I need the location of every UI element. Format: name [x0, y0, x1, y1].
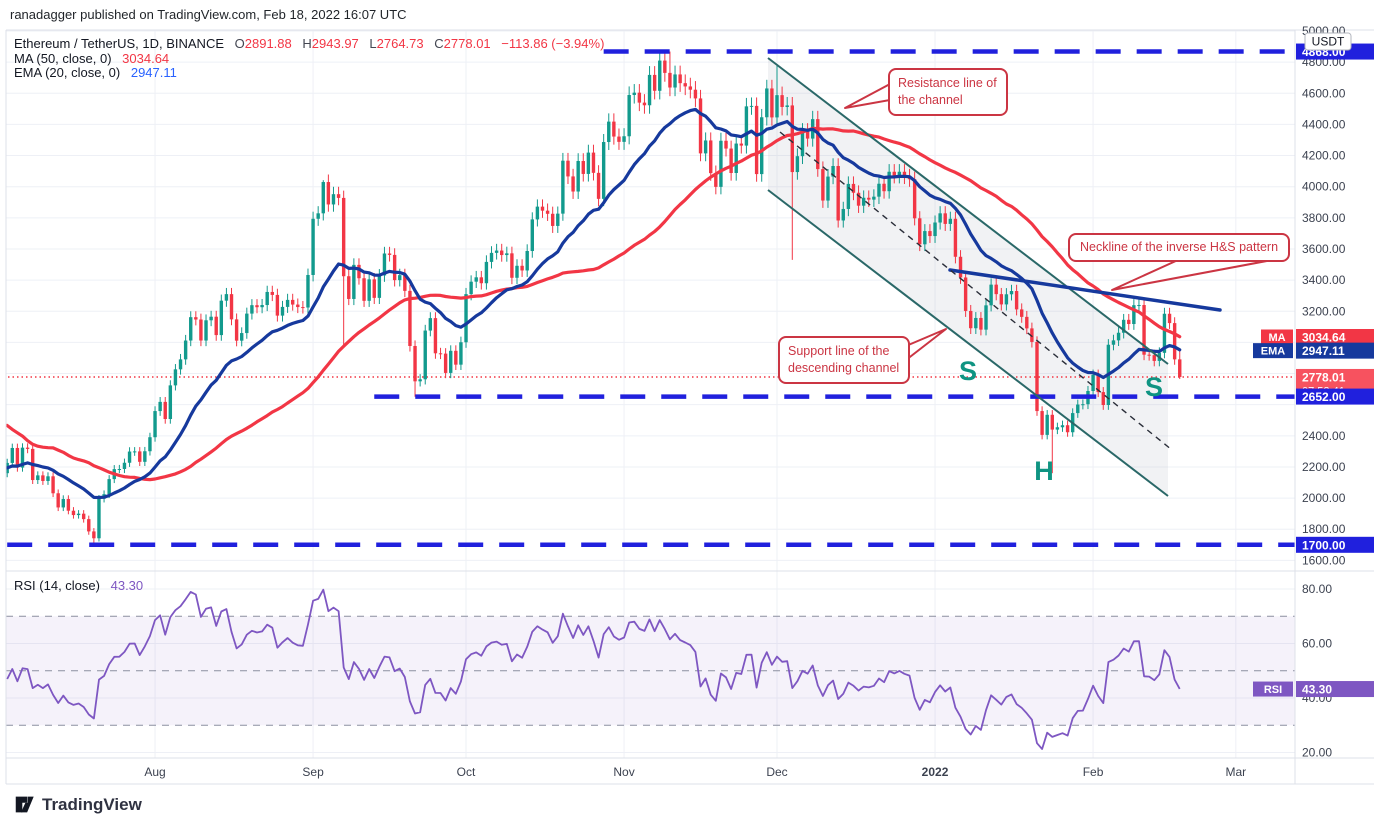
rsi-line	[6, 588, 1181, 750]
svg-text:Mar: Mar	[1225, 765, 1246, 779]
ema-legend-value: 2947.11	[130, 65, 177, 80]
svg-text:2652.00: 2652.00	[1302, 390, 1346, 404]
svg-text:2947.11: 2947.11	[1302, 344, 1345, 358]
svg-text:Nov: Nov	[613, 765, 634, 779]
open-value: 2891.88	[244, 36, 292, 51]
svg-text:4400.00: 4400.00	[1302, 117, 1346, 131]
ema-line	[5, 107, 1182, 500]
ma-line	[5, 126, 1182, 482]
ema-legend-label: EMA (20, close, 0)	[14, 65, 121, 80]
svg-text:3400.00: 3400.00	[1302, 273, 1346, 287]
high-label: H	[302, 36, 312, 51]
svg-text:1800.00: 1800.00	[1302, 522, 1346, 536]
svg-text:80.00: 80.00	[1302, 582, 1332, 596]
svg-text:1600.00: 1600.00	[1302, 553, 1346, 567]
hs-letters: S H S	[959, 356, 1163, 486]
ma-legend[interactable]: MA (50, close, 0) 3034.64	[14, 51, 169, 66]
svg-text:Dec: Dec	[766, 765, 787, 779]
open-label: O	[234, 36, 245, 51]
svg-text:Aug: Aug	[144, 765, 165, 779]
rsi-legend[interactable]: RSI (14, close) 43.30	[14, 578, 143, 593]
close-label: C	[434, 36, 444, 51]
svg-text:43.30: 43.30	[1302, 683, 1332, 697]
svg-text:3034.64: 3034.64	[1302, 331, 1346, 345]
svg-text:4600.00: 4600.00	[1302, 86, 1346, 100]
low-label: L	[369, 36, 377, 51]
svg-text:Oct: Oct	[457, 765, 476, 779]
channel-fill	[768, 58, 1168, 496]
tradingview-logo[interactable]: TradingView	[14, 794, 142, 815]
svg-text:4000.00: 4000.00	[1302, 180, 1346, 194]
high-value: 2943.97	[311, 36, 359, 51]
svg-text:EMA: EMA	[1261, 346, 1286, 358]
svg-text:MA: MA	[1268, 332, 1285, 344]
callout-resistance-line: Resistance line of the channel	[888, 68, 1008, 116]
drawing-trendlines	[767, 57, 1222, 497]
svg-text:3200.00: 3200.00	[1302, 304, 1346, 318]
close-value: 2778.01	[443, 36, 491, 51]
svg-text:4200.00: 4200.00	[1302, 149, 1346, 163]
svg-text:S: S	[959, 356, 977, 386]
svg-text:3600.00: 3600.00	[1302, 242, 1346, 256]
svg-text:2400.00: 2400.00	[1302, 429, 1346, 443]
pane-borders	[5, 29, 1374, 785]
ma-legend-value: 3034.64	[122, 51, 170, 66]
currency-chip: USDT	[1312, 35, 1345, 49]
tradingview-logo-icon	[15, 796, 34, 813]
rsi-band	[6, 615, 1295, 726]
ma-legend-label: MA (50, close, 0)	[14, 51, 112, 66]
svg-text:60.00: 60.00	[1302, 637, 1332, 651]
svg-text:2022: 2022	[922, 765, 949, 779]
change-value: −113.86 (−3.94%)	[501, 36, 605, 51]
svg-text:3800.00: 3800.00	[1302, 211, 1346, 225]
svg-text:RSI: RSI	[1264, 684, 1282, 696]
svg-text:1700.00: 1700.00	[1302, 538, 1346, 552]
published-byline: ranadagger published on TradingView.com,…	[10, 7, 407, 22]
time-axis[interactable]: Aug Sep Oct Nov Dec 2022 Feb Mar	[144, 765, 1246, 779]
svg-text:2000.00: 2000.00	[1302, 491, 1346, 505]
svg-text:2200.00: 2200.00	[1302, 460, 1346, 474]
candles-layer	[5, 51, 1182, 544]
svg-text:H: H	[1034, 456, 1054, 486]
tradingview-logo-text: TradingView	[42, 794, 142, 814]
level-dashed-lines	[7, 49, 1295, 548]
callout-support-line: Support line of the descending channel	[778, 336, 910, 384]
low-value: 2764.73	[376, 36, 424, 51]
svg-text:2778.01: 2778.01	[1302, 370, 1346, 384]
rsi-legend-value: 43.30	[110, 578, 144, 593]
symbol-title: Ethereum / TetherUS, 1D, BINANCE	[14, 36, 225, 51]
ema-legend[interactable]: EMA (20, close, 0) 2947.11	[14, 65, 177, 80]
axis-badges: 4868.003034.64MA2947.11EMA2778.0107:52:4…	[1253, 32, 1374, 698]
rsi-legend-label: RSI (14, close)	[14, 578, 100, 593]
svg-text:20.00: 20.00	[1302, 746, 1332, 760]
symbol-legend[interactable]: Ethereum / TetherUS, 1D, BINANCE O2891.8…	[14, 36, 604, 51]
svg-text:Sep: Sep	[302, 765, 324, 779]
svg-text:Feb: Feb	[1083, 765, 1104, 779]
svg-text:S: S	[1145, 372, 1163, 402]
callout-neckline: Neckline of the inverse H&S pattern	[1068, 233, 1291, 262]
